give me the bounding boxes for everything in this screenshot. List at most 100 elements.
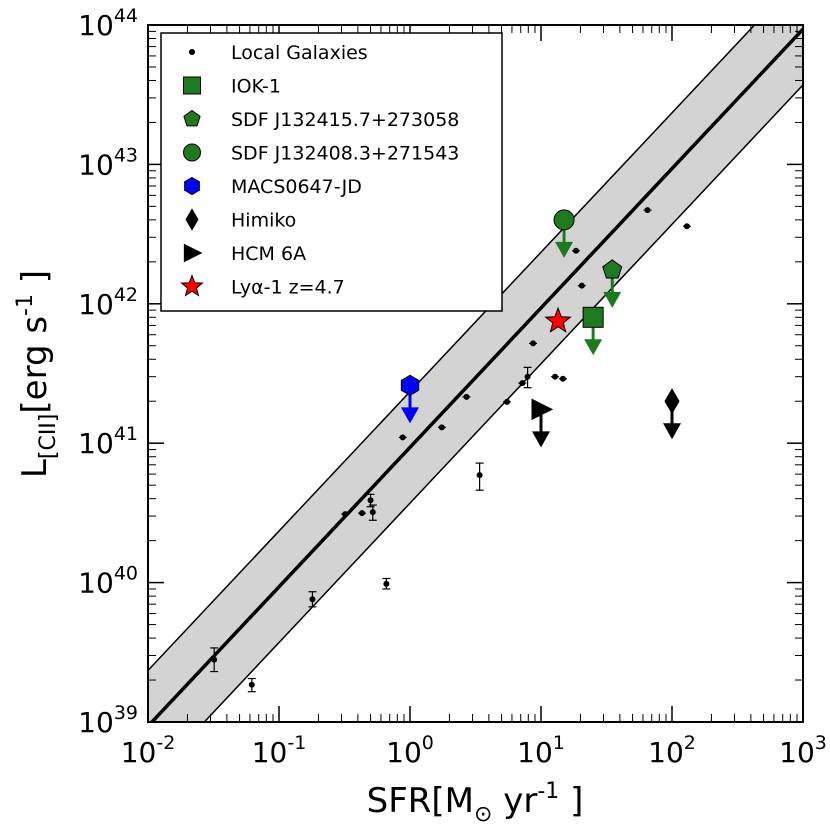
upper-limit-arrow-head [555,241,574,258]
tick-labels: 10-2 10-1 100 101 102 10310391040104110421043… [78,5,827,769]
local-galaxies-marker [248,681,255,688]
series-himiko [663,388,681,440]
legend: Local Galaxies IOK-1 SDF J132415.7+273058 S… [160,32,503,312]
x-tick-label: 102 [648,732,696,769]
x-tick-exponent: 3 [815,732,827,754]
legend-label-macs0647-jd: MACS0647-JD [231,176,362,198]
y-tick-label: 1041 [78,423,138,460]
y-tick-label: 1043 [78,144,138,181]
y-tick-label: 1042 [78,284,138,321]
legend-marker-macs0647-jd [184,176,200,196]
legend-box [160,32,503,312]
upper-limit-arrow-head [663,423,681,440]
local-galaxies-marker [552,373,559,380]
macs0647-jd-marker [400,374,420,396]
local-galaxies-marker [309,596,316,603]
local-galaxies-marker [369,509,376,516]
hcm-6a-marker [531,398,554,421]
x-tick-label: 101 [517,732,565,769]
x-tick-label: 10-2 [121,732,176,769]
x-tick-label: 100 [386,732,434,769]
x-tick-base: 10 [386,736,422,769]
band-upper-line [148,25,756,671]
x-tick-exponent: -2 [156,732,175,754]
series-hcm-6a [531,398,554,448]
legend-marker-sdf-j132408-3-271543 [183,143,201,162]
legend-label-local-galaxies: Local Galaxies [231,42,368,64]
upper-limit-arrow-head [603,291,622,308]
x-tick-label: 10-1 [252,732,307,769]
legend-marker-ly-1-z-4-7 [180,274,204,297]
x-tick-base: 10 [517,736,553,769]
y-tick-label: 1040 [78,563,138,600]
y-tick-base: 10 [78,427,114,460]
x-tick-exponent: -1 [287,732,306,754]
x-tick-base: 10 [779,736,815,769]
x-axis-label: SFR[M⊙ yr-1 ] [367,779,584,827]
ly-1-z-4-7-marker [544,306,572,333]
legend-marker-iok-1 [183,76,201,95]
local-galaxies-marker [367,497,374,504]
sdf-j132415-7-273058-marker [602,259,623,279]
best-fit-line [149,27,803,722]
y-tick-exponent: 41 [114,423,138,445]
local-galaxies-marker [383,580,390,587]
y-tick-label: 1044 [78,5,138,42]
upper-limit-arrow-head [401,407,419,424]
local-galaxies-marker [211,656,218,663]
local-galaxies-marker [463,393,470,400]
local-galaxies-marker [524,373,531,380]
legend-label-ly-1-z-4-7: Lyα-1 z=4.7 [231,277,345,299]
x-tick-exponent: 1 [553,732,565,754]
y-tick-base: 10 [78,706,114,739]
y-tick-label: 1039 [78,702,138,739]
local-galaxies-marker [342,511,349,518]
local-galaxies-marker [559,375,566,382]
y-tick-base: 10 [78,148,114,181]
legend-label-iok-1: IOK-1 [231,76,281,98]
legend-label-sdf-j132415-7-273058: SDF J132415.7+273058 [231,109,459,131]
x-tick-label: 103 [779,732,827,769]
local-galaxies-marker [438,424,445,431]
local-galaxies-marker [530,340,537,347]
legend-marker-himiko [185,208,199,231]
y-tick-base: 10 [78,288,114,321]
x-tick-base: 10 [121,736,157,769]
series-iok-1 [582,306,604,356]
y-tick-exponent: 42 [114,284,138,306]
himiko-marker [664,388,680,415]
x-tick-exponent: 0 [422,732,434,754]
y-tick-exponent: 43 [114,144,138,166]
x-tick-exponent: 2 [684,732,696,754]
local-galaxies-marker [683,223,690,230]
series-macs0647-jd [400,374,420,424]
legend-label-hcm-6a: HCM 6A [231,243,306,265]
iok-1-marker [582,306,604,328]
x-tick-base: 10 [648,736,684,769]
local-galaxies-marker [572,247,579,254]
local-galaxies-marker [476,472,483,479]
data-points [210,207,691,693]
scatter-band [148,25,803,722]
legend-marker-hcm-6a [183,243,203,263]
local-galaxies-marker [644,207,651,214]
y-tick-exponent: 39 [114,702,138,724]
upper-limit-arrow-head [584,339,603,356]
y-axis-label: L[CII][erg s-1 ] [13,270,61,478]
sdf-j132408-3-271543-marker [553,209,575,231]
local-galaxies-marker [358,510,365,517]
y-tick-base: 10 [78,9,114,42]
series-sdf-j132408-3-271543 [553,209,575,258]
local-galaxies-marker [578,282,585,289]
local-galaxies-marker [503,398,510,405]
band-lower-line [203,84,803,722]
series-local-galaxies [210,207,691,693]
y-tick-exponent: 40 [114,563,138,585]
y-tick-exponent: 44 [114,5,138,27]
x-tick-base: 10 [252,736,288,769]
local-galaxies-marker [399,434,406,441]
legend-marker-sdf-j132415-7-273058 [183,109,201,127]
local-galaxies-marker [519,380,526,387]
legend-label-himiko: Himiko [231,210,296,232]
